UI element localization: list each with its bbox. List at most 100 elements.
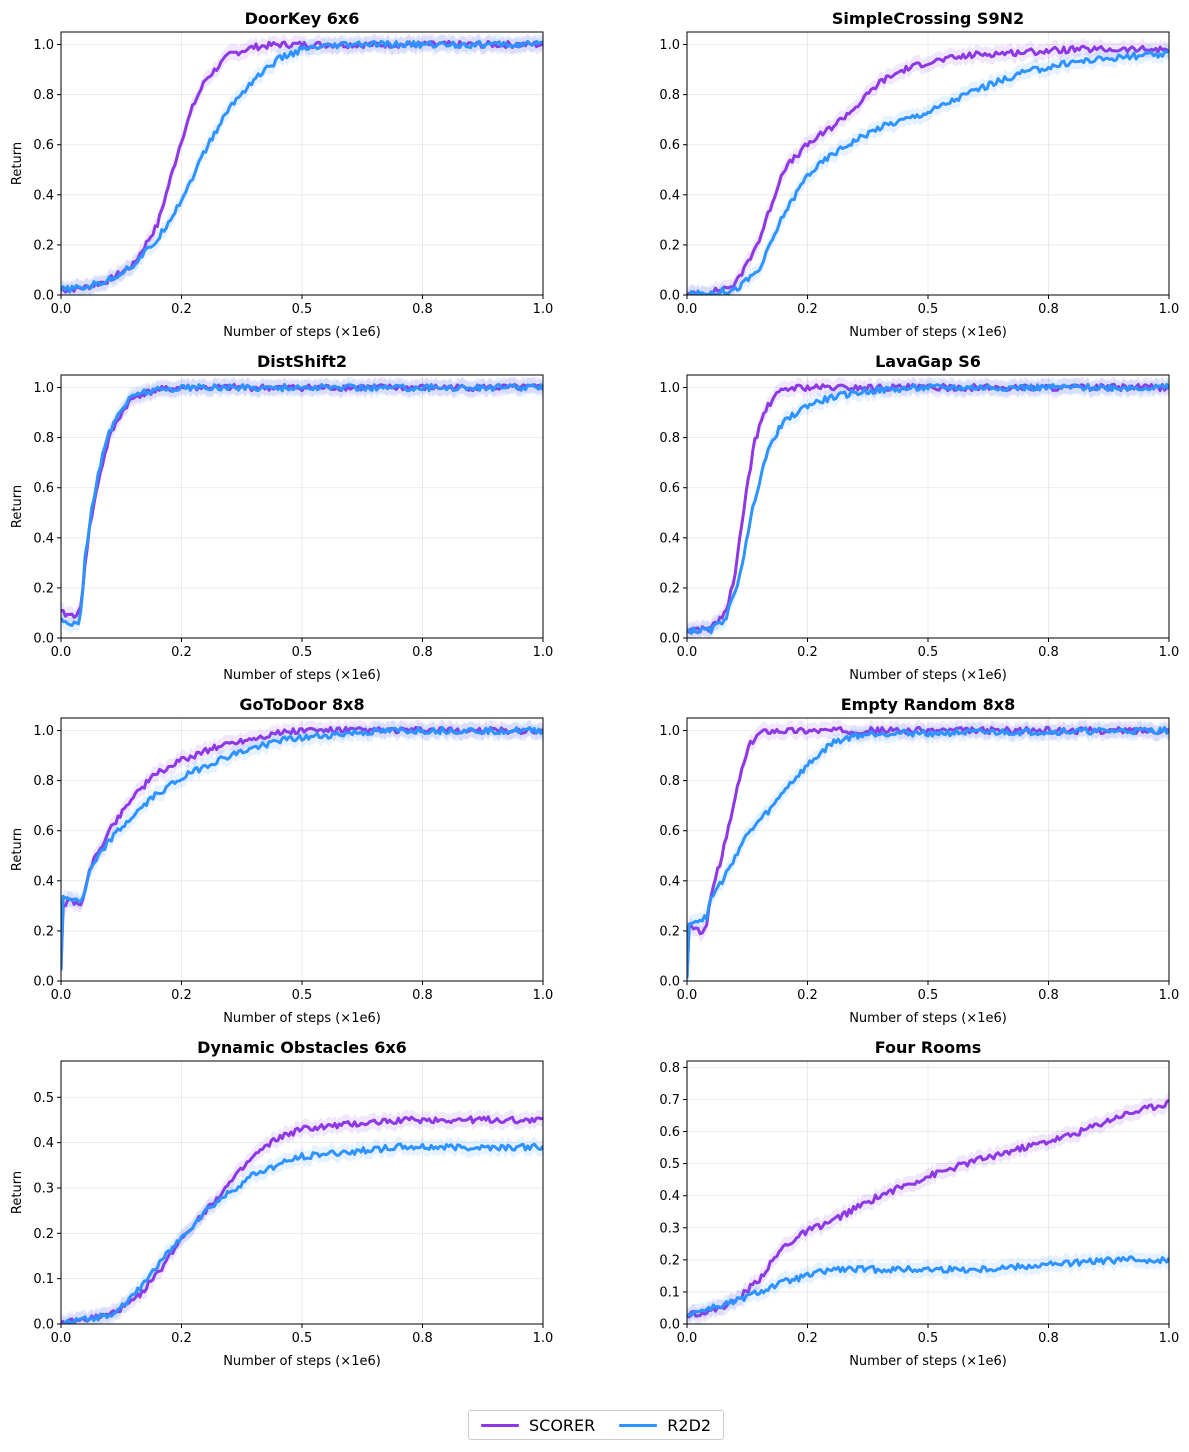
x-tick-label: 0.2 [797, 302, 818, 317]
chart-title: Four Rooms [875, 1038, 982, 1057]
series-line-r2d2 [61, 726, 543, 971]
series-line-r2d2 [61, 382, 543, 627]
series-line-r2d2 [688, 49, 1169, 295]
x-tick-label: 0.0 [677, 988, 698, 1003]
x-tick-label: 0.8 [412, 1331, 433, 1346]
y-tick-label: 1.0 [659, 38, 680, 53]
y-axis-label: Return [10, 142, 25, 185]
series-group [687, 1092, 1169, 1324]
panel-3: 0.0 0.2 0.5 0.8 1.0 0.0 0.2 0.4 0.6 0.8 1.0 DistShi… [10, 352, 553, 683]
y-tick-label: 0.2 [659, 924, 680, 939]
panel-7: 0.0 0.2 0.5 0.8 1.0 0.0 0.1 0.2 0.3 0.4 0.5 Dynamic… [10, 1038, 553, 1369]
y-tick-label: 0.4 [33, 874, 54, 889]
y-tick-label: 0.1 [33, 1272, 54, 1287]
x-axis-label: Number of steps (×1e6) [849, 1354, 1007, 1369]
series-line-scorer [61, 1115, 543, 1324]
legend: SCORER R2D2 [468, 1410, 725, 1440]
y-tick-label: 0.5 [659, 1157, 680, 1172]
x-axis-label: Number of steps (×1e6) [849, 1011, 1007, 1026]
band-r2d2 [61, 719, 543, 979]
band-scorer [687, 38, 1169, 295]
x-tick-label: 0.2 [171, 1331, 192, 1346]
chart-title: SimpleCrossing S9N2 [832, 9, 1024, 28]
y-tick-label: 0.2 [659, 581, 680, 596]
y-tick-label: 0.4 [33, 1136, 54, 1151]
y-tick-label: 0.7 [659, 1093, 680, 1108]
y-axis-label: Return [10, 485, 25, 528]
x-tick-label: 0.8 [1038, 302, 1059, 317]
chart-title: Dynamic Obstacles 6x6 [197, 1038, 407, 1057]
series-line-r2d2 [61, 39, 543, 294]
series-line-r2d2 [687, 382, 1169, 635]
x-axis-label: Number of steps (×1e6) [223, 668, 381, 683]
y-tick-label: 0.0 [33, 1318, 54, 1333]
legend-entry-scorer: SCORER [481, 1416, 595, 1435]
y-tick-label: 0.2 [33, 238, 54, 253]
x-tick-label: 0.5 [918, 645, 939, 660]
x-tick-label: 0.5 [918, 1331, 939, 1346]
x-tick-label: 0.8 [1038, 1331, 1059, 1346]
series-line-scorer [687, 1099, 1169, 1319]
series-group [687, 376, 1169, 638]
y-tick-label: 0.2 [33, 581, 54, 596]
x-tick-label: 0.5 [918, 988, 939, 1003]
x-tick-label: 1.0 [533, 988, 554, 1003]
panel-4: 0.0 0.2 0.5 0.8 1.0 0.0 0.2 0.4 0.6 0.8 1.0 LavaGap… [659, 352, 1179, 683]
x-tick-label: 0.5 [292, 1331, 313, 1346]
x-tick-label: 0.2 [171, 988, 192, 1003]
chart-title: Empty Random 8x8 [841, 695, 1015, 714]
panel-1: 0.0 0.2 0.5 0.8 1.0 0.0 0.2 0.4 0.6 0.8 1.0 DoorKey… [10, 9, 553, 340]
y-tick-label: 0.6 [659, 481, 680, 496]
x-tick-label: 0.5 [292, 988, 313, 1003]
y-tick-label: 0.6 [33, 824, 54, 839]
y-tick-label: 0.0 [659, 289, 680, 304]
y-tick-label: 0.6 [659, 1125, 680, 1140]
x-tick-label: 0.5 [292, 645, 313, 660]
x-tick-label: 0.2 [171, 645, 192, 660]
x-axis-label: Number of steps (×1e6) [223, 1354, 381, 1369]
x-tick-label: 0.5 [918, 302, 939, 317]
x-tick-label: 1.0 [533, 645, 554, 660]
x-tick-label: 1.0 [533, 302, 554, 317]
y-tick-label: 1.0 [33, 381, 54, 396]
chart-title: LavaGap S6 [875, 352, 981, 371]
y-tick-label: 0.8 [659, 88, 680, 103]
chart-title: DoorKey 6x6 [245, 9, 360, 28]
legend-entry-r2d2: R2D2 [619, 1416, 711, 1435]
y-tick-label: 0.2 [659, 238, 680, 253]
chart-title: DistShift2 [257, 352, 347, 371]
series-line-r2d2 [687, 1255, 1169, 1318]
y-tick-label: 0.0 [659, 975, 680, 990]
y-tick-label: 0.8 [659, 774, 680, 789]
y-tick-label: 0.3 [33, 1181, 54, 1196]
y-tick-label: 0.4 [659, 1189, 680, 1204]
x-tick-label: 1.0 [1159, 645, 1180, 660]
y-tick-label: 0.0 [33, 632, 54, 647]
panel-5: 0.0 0.2 0.5 0.8 1.0 0.0 0.2 0.4 0.6 0.8 1.0 GoToDoo… [10, 695, 553, 1026]
x-tick-label: 0.8 [412, 302, 433, 317]
x-axis-label: Number of steps (×1e6) [849, 325, 1007, 340]
band-r2d2 [687, 1249, 1169, 1324]
x-tick-label: 0.5 [292, 302, 313, 317]
y-tick-label: 0.8 [33, 88, 54, 103]
x-tick-label: 0.0 [51, 988, 72, 1003]
x-tick-label: 1.0 [1159, 988, 1180, 1003]
x-tick-label: 0.0 [51, 645, 72, 660]
x-tick-label: 0.8 [1038, 988, 1059, 1003]
series-line-r2d2 [687, 726, 1169, 979]
y-tick-label: 0.0 [659, 632, 680, 647]
x-tick-label: 0.8 [412, 645, 433, 660]
y-axis-label: Return [10, 1171, 25, 1214]
x-axis-label: Number of steps (×1e6) [223, 325, 381, 340]
x-tick-label: 0.2 [797, 645, 818, 660]
series-group [61, 376, 543, 634]
y-tick-label: 0.4 [659, 531, 680, 546]
y-tick-label: 0.8 [33, 774, 54, 789]
y-tick-label: 0.0 [33, 289, 54, 304]
x-tick-label: 0.2 [171, 302, 192, 317]
x-tick-label: 1.0 [1159, 1331, 1180, 1346]
y-tick-label: 0.8 [33, 431, 54, 446]
legend-swatch-r2d2 [619, 1423, 658, 1427]
y-tick-label: 0.4 [659, 188, 680, 203]
